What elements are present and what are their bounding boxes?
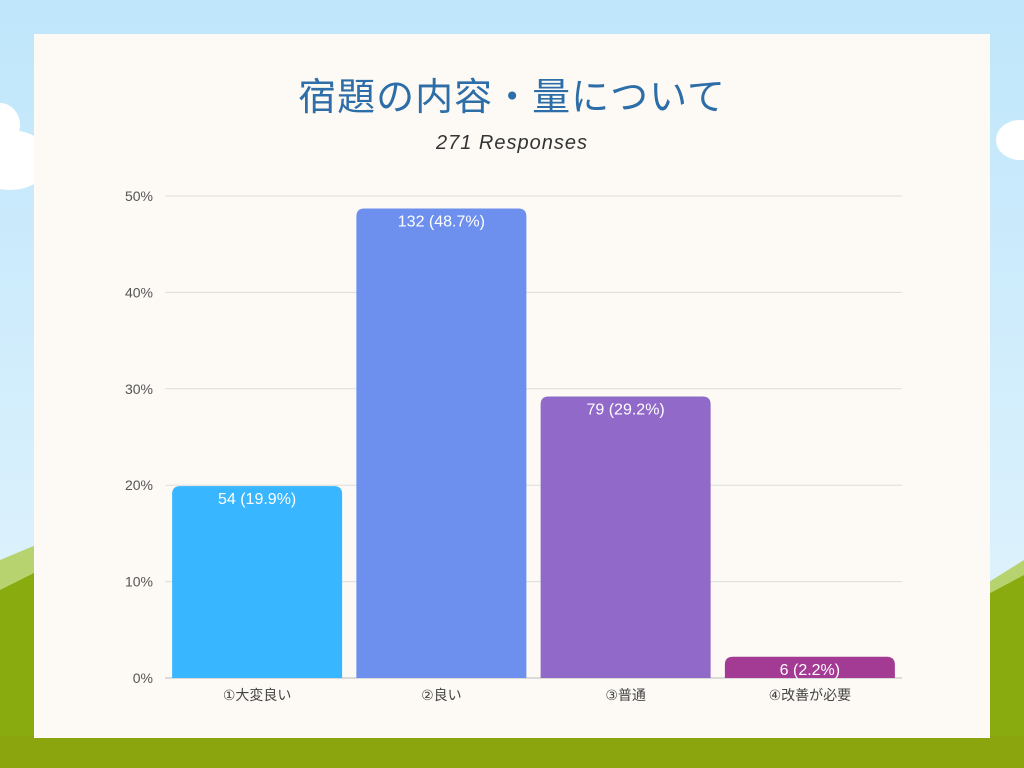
data-label: 54 (19.9%)	[218, 491, 296, 508]
data-label: 6 (2.2%)	[780, 662, 840, 679]
data-label: 79 (29.2%)	[586, 402, 664, 419]
bar	[540, 396, 711, 678]
bar	[356, 208, 527, 679]
y-tick-label: 50%	[125, 188, 153, 204]
data-label: 132 (48.7%)	[398, 214, 485, 231]
y-tick-label: 10%	[125, 574, 153, 590]
y-tick-label: 30%	[125, 381, 153, 397]
ground-strip	[0, 736, 1024, 768]
cloud-shape	[996, 120, 1024, 160]
category-label: ④改善が必要	[769, 688, 852, 704]
chart-subtitle: 271 Responses	[436, 132, 588, 154]
cloud-shape	[0, 103, 20, 147]
y-tick-label: 0%	[133, 670, 153, 686]
bar	[724, 656, 895, 678]
y-tick-label: 40%	[125, 284, 153, 300]
category-label: ①大変良い	[223, 687, 292, 704]
chart-title: 宿題の内容・量について	[298, 75, 726, 119]
bar	[172, 486, 343, 678]
category-label: ②良い	[421, 688, 462, 704]
category-label: ③普通	[605, 688, 646, 704]
y-tick-label: 20%	[125, 477, 153, 493]
